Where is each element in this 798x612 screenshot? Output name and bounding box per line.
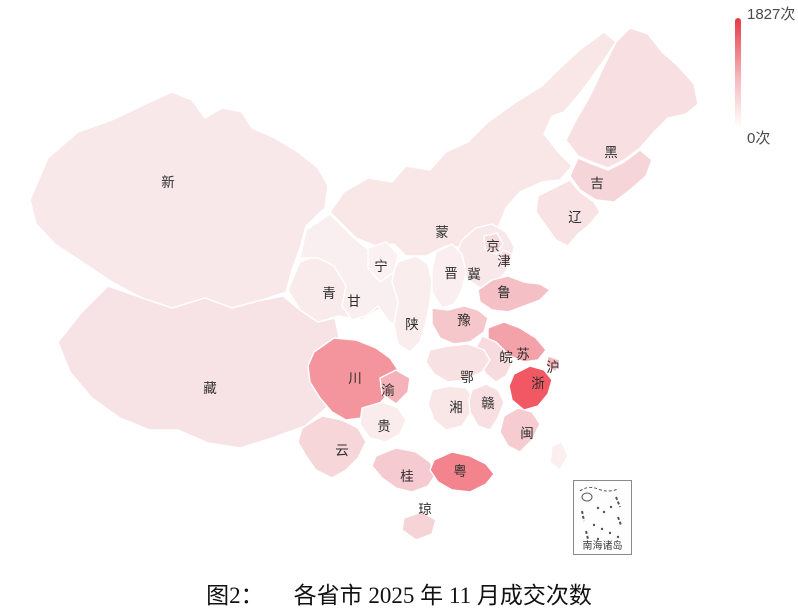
province-henan[interactable] (431, 305, 489, 345)
legend-min-label: 0次 (747, 130, 771, 147)
legend-max-label: 1827次 (747, 6, 796, 23)
figure-caption: 图2： 各省市 2025 年 11 月成交次数 (0, 576, 798, 610)
province-fujian[interactable] (499, 407, 541, 453)
province-jiangxi[interactable] (468, 383, 505, 431)
province-guizhou[interactable] (359, 401, 407, 443)
province-guangdong[interactable] (429, 451, 495, 493)
caption-text: 各省市 2025 年 11 月成交次数 (293, 583, 592, 608)
inset-label: 南海诸岛 (582, 541, 623, 552)
province-zhejiang[interactable] (508, 365, 553, 411)
province-liaoning[interactable] (535, 179, 601, 247)
province-hainan[interactable] (401, 511, 437, 541)
province-beijing[interactable] (483, 232, 504, 255)
province-neimenggu[interactable] (329, 31, 617, 257)
inset-islands-graphic (579, 486, 622, 541)
province-ningxia[interactable] (367, 241, 399, 283)
province-heilongjiang[interactable] (565, 27, 699, 169)
province-xizang[interactable] (57, 285, 341, 449)
province-hubei[interactable] (425, 343, 491, 383)
province-shanghai[interactable] (545, 355, 561, 373)
province-shandong[interactable] (477, 275, 551, 313)
south-china-sea-inset: 南海诸岛 (573, 480, 632, 555)
province-shapes (29, 27, 699, 541)
province-shanxi[interactable] (431, 243, 467, 309)
province-yunnan[interactable] (297, 415, 367, 479)
province-guangxi[interactable] (371, 447, 437, 493)
legend-bar (735, 18, 741, 128)
caption-prefix: 图2： (206, 583, 264, 608)
province-xinjiang[interactable] (29, 91, 329, 309)
province-hunan[interactable] (427, 385, 475, 431)
province-chongqing[interactable] (379, 369, 411, 405)
colorbar-legend: 1827次 0次 (730, 0, 798, 150)
province-jilin[interactable] (569, 149, 653, 203)
province-tianjin[interactable] (498, 249, 513, 269)
province-shaanxi[interactable] (391, 255, 433, 353)
province-taiwan[interactable] (549, 441, 569, 471)
